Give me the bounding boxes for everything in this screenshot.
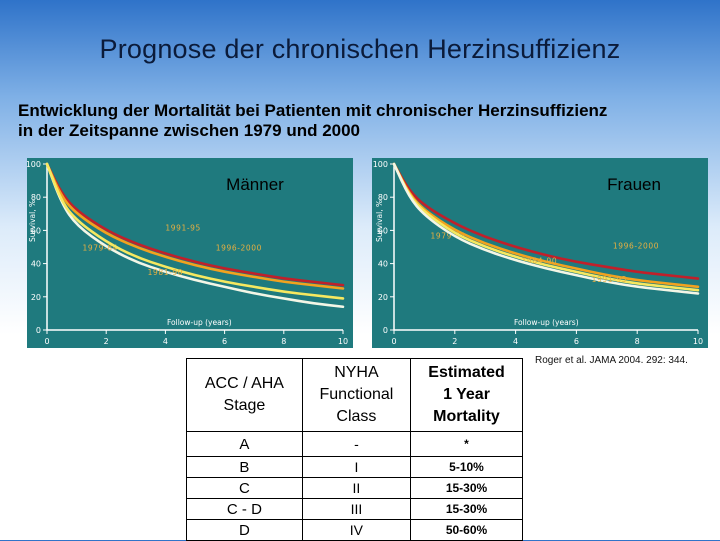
series-label: 1979-84 [83, 243, 119, 252]
header-line: Class [336, 408, 377, 425]
cell-nyha: III [301, 498, 412, 520]
y-tick-label: 100 [27, 160, 41, 169]
table-row: C II 15-30% [186, 477, 523, 499]
chart-maenner-svg: 0 20 40 60 80 100 0 2 4 6 8 10 Follow-up (years) Surv… [27, 158, 353, 348]
header-line: NYHA [334, 364, 379, 381]
citation: Roger et al. JAMA 2004. 292: 344. [535, 355, 688, 366]
x-axis-label: Follow-up (years) [167, 318, 232, 327]
x-tick-label: 6 [222, 337, 227, 346]
series-label: 1996-2000 [216, 243, 262, 252]
y-tick-label: 100 [373, 160, 388, 169]
cell-stage: C [186, 477, 303, 499]
header-line: ACC / AHA [204, 375, 284, 392]
series-label: 1979 84 [430, 232, 465, 241]
stage-mortality-table: ACC / AHA Stage NYHA Functional Class Es… [186, 358, 523, 541]
x-tick-label: 8 [281, 337, 286, 346]
series-line [392, 162, 700, 295]
series-line [45, 162, 345, 290]
x-tick-label: 8 [635, 337, 640, 346]
subtitle-line-1: Entwicklung der Mortalität bei Patienten… [18, 101, 608, 120]
x-tick-label: 10 [693, 337, 703, 346]
series-line [45, 162, 345, 287]
header-line: Estimated [428, 364, 505, 381]
x-tick-label: 4 [163, 337, 168, 346]
header-mortality: Estimated 1 Year Mortality [410, 358, 523, 432]
chart-maenner: 0 20 40 60 80 100 0 2 4 6 8 10 Follow-up (years) Surv… [27, 158, 353, 348]
cell-nyha: II [301, 477, 412, 499]
series-label: 1981-90 [148, 268, 184, 277]
cell-mortality: * [410, 431, 523, 457]
y-tick-label: 20 [31, 293, 41, 302]
x-tick-label: 2 [452, 337, 457, 346]
x-tick-label: 10 [338, 337, 348, 346]
chart-frauen: 0 20 40 60 80 100 0 2 4 6 8 10 Follow-up (years) Surv… [372, 158, 708, 348]
table-row: A - * [186, 431, 523, 457]
x-tick-label: 4 [513, 337, 518, 346]
chart-background [27, 158, 353, 348]
chart-frauen-svg: 0 20 40 60 80 100 0 2 4 6 8 10 Follow-up (years) Surv… [372, 158, 708, 348]
y-tick-label: 80 [31, 193, 41, 202]
cell-nyha: IV [301, 519, 412, 541]
y-tick-label: 80 [378, 193, 388, 202]
series-line [45, 162, 345, 300]
cell-stage: D [186, 519, 303, 541]
y-tick-label: 0 [36, 326, 41, 335]
series-label: 1991-95 [165, 223, 201, 232]
series-line [392, 162, 700, 280]
cell-nyha: - [301, 431, 412, 457]
series-line [45, 162, 345, 309]
y-tick-label: 60 [31, 226, 41, 235]
slide-title: Prognose der chronischen Herzinsuffizien… [99, 34, 621, 64]
x-tick-label: 6 [574, 337, 579, 346]
slide-subtitle: Entwicklung der Mortalität bei Patienten… [18, 101, 718, 141]
header-line: Stage [223, 397, 266, 414]
y-axis-label: Survival, % [375, 200, 384, 242]
x-tick-label: 0 [44, 337, 49, 346]
cell-mortality: 15-30% [410, 498, 523, 520]
table-row: C - D III 15-30% [186, 498, 523, 520]
cell-mortality: 15-30% [410, 477, 523, 499]
cell-nyha: I [301, 456, 412, 478]
chart-title: Männer [226, 175, 284, 194]
x-tick-label: 2 [104, 337, 109, 346]
table-row: B I 5-10% [186, 456, 523, 478]
header-line: Mortality [433, 408, 500, 425]
cell-mortality: 50-60% [410, 519, 523, 541]
series-label: 1984-90 [522, 257, 558, 266]
series-label: 1996-2000 [613, 242, 659, 251]
header-nyha-class: NYHA Functional Class [301, 358, 412, 432]
series-line [392, 162, 700, 292]
x-axis-label: Follow-up (years) [514, 318, 579, 327]
header-line: Functional [319, 386, 394, 403]
subtitle-line-2: in der Zeitspanne zwischen 1979 und 2000 [18, 121, 361, 140]
y-tick-label: 40 [378, 260, 388, 269]
header-line: 1 Year [443, 386, 490, 403]
y-tick-label: 60 [378, 226, 388, 235]
x-tick-label: 0 [391, 337, 396, 346]
cell-stage: B [186, 456, 303, 478]
cell-mortality: 5-10% [410, 456, 523, 478]
chart-title: Frauen [607, 175, 661, 194]
series-label: 1991-95 [592, 275, 628, 284]
y-tick-label: 40 [31, 260, 41, 269]
y-axis-label: Survival, % [28, 200, 37, 242]
table-header-row: ACC / AHA Stage NYHA Functional Class Es… [186, 358, 523, 432]
cell-stage: C - D [186, 498, 303, 520]
table-row: D IV 50-60% [186, 519, 523, 541]
y-tick-label: 0 [383, 326, 388, 335]
header-acc-aha-stage: ACC / AHA Stage [186, 358, 303, 432]
y-tick-label: 20 [378, 293, 388, 302]
cell-stage: A [186, 431, 303, 457]
